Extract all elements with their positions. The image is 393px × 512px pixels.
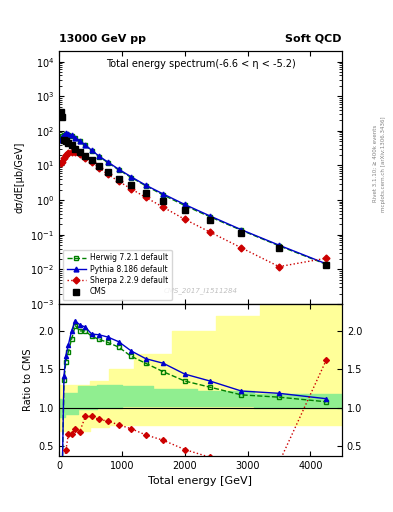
Sherpa 2.2.9 default (106, 172, 110, 178)
CMS (97, 163, 101, 169)
Herwig 7.2.1 default (208, 214, 212, 220)
Line: Pythia 8.186 default: Pythia 8.186 default (59, 131, 329, 266)
Sherpa 2.2.9 default (62, 155, 66, 161)
Pythia 8.186 default (77, 138, 82, 144)
Pythia 8.186 default (69, 132, 74, 138)
Sherpa 2.2.9 default (161, 204, 166, 210)
Pythia 8.186 default (208, 213, 212, 219)
Herwig 7.2.1 default (129, 175, 134, 181)
Pythia 8.186 default (116, 166, 121, 173)
Sherpa 2.2.9 default (116, 178, 121, 184)
Y-axis label: dσ/dE[µb/GeV]: dσ/dE[µb/GeV] (15, 142, 24, 214)
Herwig 7.2.1 default (60, 133, 65, 139)
Line: Sherpa 2.2.9 default: Sherpa 2.2.9 default (59, 150, 329, 269)
Herwig 7.2.1 default (69, 133, 74, 139)
Sherpa 2.2.9 default (239, 245, 244, 251)
CMS (106, 169, 110, 175)
Pythia 8.186 default (60, 134, 65, 140)
Herwig 7.2.1 default (62, 132, 66, 138)
Herwig 7.2.1 default (182, 202, 187, 208)
Pythia 8.186 default (62, 132, 66, 138)
Herwig 7.2.1 default (97, 154, 101, 160)
Sherpa 2.2.9 default (208, 229, 212, 235)
CMS (324, 262, 329, 268)
Pythia 8.186 default (182, 201, 187, 207)
Sherpa 2.2.9 default (60, 159, 65, 165)
Text: CMS_2017_I1511284: CMS_2017_I1511284 (163, 287, 237, 294)
Sherpa 2.2.9 default (324, 255, 329, 261)
Herwig 7.2.1 default (83, 142, 88, 148)
Pythia 8.186 default (83, 142, 88, 148)
Herwig 7.2.1 default (161, 192, 166, 198)
CMS (239, 229, 244, 236)
Herwig 7.2.1 default (77, 138, 82, 144)
Text: Total energy spectrum(-6.6 < η < -5.2): Total energy spectrum(-6.6 < η < -5.2) (106, 59, 295, 69)
Pythia 8.186 default (73, 135, 78, 141)
Pythia 8.186 default (97, 153, 101, 159)
Sherpa 2.2.9 default (64, 152, 68, 158)
Sherpa 2.2.9 default (66, 150, 71, 156)
Y-axis label: Ratio to CMS: Ratio to CMS (23, 349, 33, 411)
Pythia 8.186 default (277, 242, 281, 248)
Herwig 7.2.1 default (89, 147, 94, 154)
Sherpa 2.2.9 default (97, 165, 101, 171)
CMS (69, 142, 74, 148)
Line: Herwig 7.2.1 default: Herwig 7.2.1 default (59, 132, 329, 267)
CMS (277, 245, 281, 251)
CMS (73, 146, 78, 152)
CMS (83, 153, 88, 159)
X-axis label: Total energy [GeV]: Total energy [GeV] (149, 476, 252, 486)
Herwig 7.2.1 default (239, 227, 244, 233)
CMS (59, 110, 63, 116)
Pythia 8.186 default (106, 159, 110, 165)
Text: 13000 GeV pp: 13000 GeV pp (59, 33, 146, 44)
Pythia 8.186 default (239, 227, 244, 233)
CMS (64, 138, 68, 144)
CMS (161, 198, 166, 204)
CMS (208, 217, 212, 223)
Sherpa 2.2.9 default (182, 216, 187, 222)
CMS (143, 189, 148, 196)
CMS (60, 114, 65, 120)
Line: CMS: CMS (58, 110, 329, 268)
CMS (129, 182, 134, 188)
Herwig 7.2.1 default (59, 136, 63, 142)
Sherpa 2.2.9 default (277, 264, 281, 270)
Pythia 8.186 default (324, 261, 329, 267)
Sherpa 2.2.9 default (83, 155, 88, 161)
Sherpa 2.2.9 default (59, 160, 63, 166)
Herwig 7.2.1 default (277, 243, 281, 249)
CMS (62, 137, 66, 143)
CMS (77, 148, 82, 155)
Legend: Herwig 7.2.1 default, Pythia 8.186 default, Sherpa 2.2.9 default, CMS: Herwig 7.2.1 default, Pythia 8.186 defau… (63, 250, 172, 300)
Herwig 7.2.1 default (324, 261, 329, 267)
CMS (89, 157, 94, 163)
Herwig 7.2.1 default (66, 132, 71, 138)
Pythia 8.186 default (161, 191, 166, 197)
Herwig 7.2.1 default (106, 160, 110, 166)
Pythia 8.186 default (66, 131, 71, 137)
Pythia 8.186 default (89, 147, 94, 154)
Sherpa 2.2.9 default (89, 159, 94, 165)
Pythia 8.186 default (59, 137, 63, 143)
Sherpa 2.2.9 default (77, 151, 82, 157)
Text: Rivet 3.1.10; ≥ 400k events: Rivet 3.1.10; ≥ 400k events (373, 125, 378, 202)
Pythia 8.186 default (129, 174, 134, 180)
Herwig 7.2.1 default (64, 131, 68, 137)
Sherpa 2.2.9 default (73, 150, 78, 156)
Text: Soft QCD: Soft QCD (285, 33, 342, 44)
CMS (116, 176, 121, 182)
Herwig 7.2.1 default (116, 167, 121, 173)
Pythia 8.186 default (64, 131, 68, 137)
Sherpa 2.2.9 default (129, 186, 134, 192)
Herwig 7.2.1 default (143, 183, 148, 189)
Sherpa 2.2.9 default (69, 148, 74, 155)
CMS (66, 140, 71, 146)
Pythia 8.186 default (143, 182, 148, 188)
CMS (182, 207, 187, 213)
Sherpa 2.2.9 default (143, 195, 148, 201)
Text: mcplots.cern.ch [arXiv:1306.3436]: mcplots.cern.ch [arXiv:1306.3436] (381, 116, 386, 211)
Herwig 7.2.1 default (73, 135, 78, 141)
